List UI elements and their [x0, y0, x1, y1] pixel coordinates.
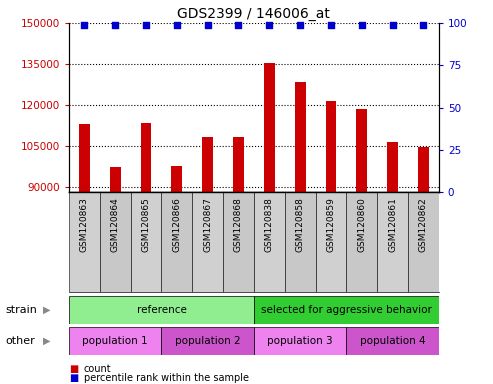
- Point: [265, 22, 273, 28]
- Bar: [284, 192, 316, 292]
- Text: GSM120865: GSM120865: [141, 197, 150, 252]
- Bar: [162, 327, 254, 355]
- Bar: [141, 122, 151, 192]
- Text: count: count: [84, 364, 111, 374]
- Text: strain: strain: [5, 305, 37, 315]
- Text: ▶: ▶: [43, 336, 51, 346]
- Bar: [162, 192, 192, 292]
- Bar: [110, 167, 121, 192]
- Bar: [100, 192, 131, 292]
- Text: other: other: [5, 336, 35, 346]
- Point: [358, 22, 366, 28]
- Text: population 3: population 3: [267, 336, 333, 346]
- Text: GSM120860: GSM120860: [357, 197, 366, 252]
- Bar: [202, 137, 213, 192]
- Bar: [69, 192, 100, 292]
- Bar: [346, 327, 439, 355]
- Bar: [387, 142, 398, 192]
- Point: [204, 22, 211, 28]
- Bar: [295, 82, 306, 192]
- Point: [173, 22, 181, 28]
- Point: [142, 22, 150, 28]
- Text: population 4: population 4: [360, 336, 425, 346]
- Text: ▶: ▶: [43, 305, 51, 315]
- Text: selected for aggressive behavior: selected for aggressive behavior: [261, 305, 432, 315]
- Text: ■: ■: [69, 364, 78, 374]
- Text: GSM120859: GSM120859: [326, 197, 335, 252]
- Text: GSM120864: GSM120864: [111, 197, 120, 252]
- Text: population 2: population 2: [175, 336, 241, 346]
- Text: GSM120868: GSM120868: [234, 197, 243, 252]
- Title: GDS2399 / 146006_at: GDS2399 / 146006_at: [177, 7, 330, 21]
- Bar: [316, 192, 346, 292]
- Point: [296, 22, 304, 28]
- Point: [80, 22, 88, 28]
- Bar: [325, 101, 336, 192]
- Bar: [172, 166, 182, 192]
- Point: [111, 22, 119, 28]
- Point: [235, 22, 243, 28]
- Text: GSM120858: GSM120858: [296, 197, 305, 252]
- Bar: [131, 192, 162, 292]
- Bar: [356, 109, 367, 192]
- Text: GSM120863: GSM120863: [80, 197, 89, 252]
- Text: percentile rank within the sample: percentile rank within the sample: [84, 373, 249, 383]
- Bar: [223, 192, 254, 292]
- Bar: [254, 296, 439, 324]
- Bar: [79, 124, 90, 192]
- Text: GSM120862: GSM120862: [419, 197, 428, 252]
- Point: [388, 22, 396, 28]
- Bar: [254, 327, 346, 355]
- Point: [327, 22, 335, 28]
- Text: GSM120838: GSM120838: [265, 197, 274, 252]
- Bar: [69, 327, 162, 355]
- Text: GSM120861: GSM120861: [388, 197, 397, 252]
- Text: GSM120867: GSM120867: [203, 197, 212, 252]
- Bar: [192, 192, 223, 292]
- Bar: [408, 192, 439, 292]
- Bar: [377, 192, 408, 292]
- Bar: [254, 192, 284, 292]
- Point: [420, 22, 427, 28]
- Bar: [346, 192, 377, 292]
- Text: GSM120866: GSM120866: [173, 197, 181, 252]
- Text: ■: ■: [69, 373, 78, 383]
- Bar: [418, 147, 429, 192]
- Text: reference: reference: [137, 305, 186, 315]
- Bar: [264, 63, 275, 192]
- Text: population 1: population 1: [82, 336, 148, 346]
- Bar: [69, 296, 254, 324]
- Bar: [233, 137, 244, 192]
